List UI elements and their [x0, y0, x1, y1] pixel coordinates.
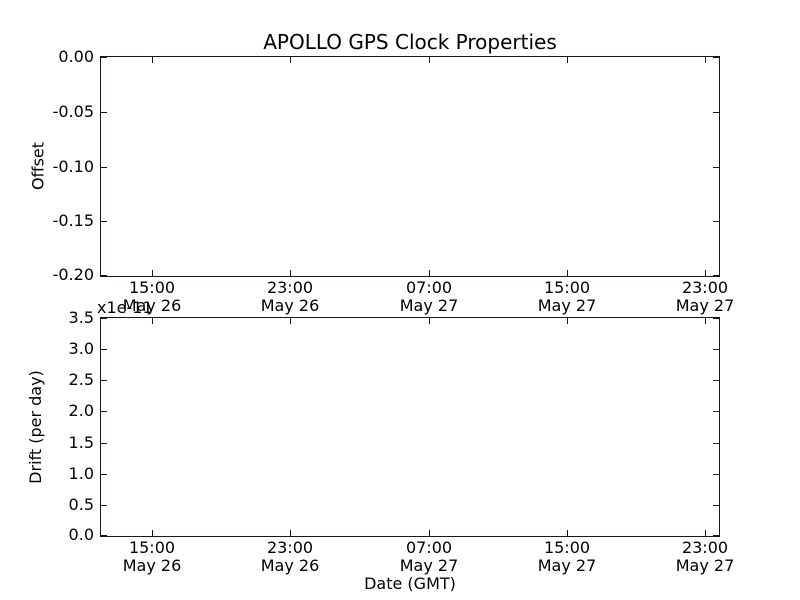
y-tick-mark — [101, 380, 107, 381]
y-tick-mark — [101, 167, 107, 168]
y-tick-mark — [713, 505, 719, 506]
x-axis-label-date-gmt: Date (GMT) — [364, 574, 456, 593]
y-tick-label: 2.0 — [68, 401, 94, 420]
y-tick-mark — [713, 167, 719, 168]
y-tick-label: 0.5 — [68, 495, 94, 514]
y-tick-mark — [713, 474, 719, 475]
y-axis-multiplier-text: x1e-11 — [97, 298, 153, 317]
x-tick-mark — [152, 530, 153, 536]
x-tick-mark — [429, 57, 430, 63]
x-tick-mark — [567, 530, 568, 536]
x-tick-mark — [567, 57, 568, 63]
x-tick-mark — [290, 57, 291, 63]
y-tick-label: 0.0 — [68, 525, 94, 544]
x-tick-mark — [429, 530, 430, 536]
x-tick-mark — [705, 530, 706, 536]
y-tick-mark — [713, 411, 719, 412]
x-tick-mark — [290, 270, 291, 276]
x-tick-mark — [705, 270, 706, 276]
x-tick-mark — [152, 57, 153, 63]
x-tick-mark — [152, 318, 153, 324]
x-tick-mark — [567, 270, 568, 276]
y-tick-mark — [713, 112, 719, 113]
y-tick-label: 0.00 — [58, 47, 94, 66]
x-tick-mark — [429, 318, 430, 324]
y-tick-mark — [713, 535, 719, 536]
y-tick-label: 3.5 — [68, 308, 94, 327]
y-tick-mark — [713, 349, 719, 350]
x-tick-mark — [290, 318, 291, 324]
y-tick-label: -0.05 — [52, 102, 94, 121]
y-tick-mark — [713, 380, 719, 381]
y-tick-label: 2.5 — [68, 370, 94, 389]
y-tick-mark — [101, 349, 107, 350]
x-tick-label: 15:00 May 26 — [122, 278, 182, 315]
x-tick-mark — [429, 270, 430, 276]
y-tick-label: -0.15 — [52, 211, 94, 230]
y-tick-mark — [713, 443, 719, 444]
x-tick-label: 15:00 May 27 — [537, 278, 597, 315]
y-tick-mark — [713, 318, 719, 319]
x-tick-mark — [290, 530, 291, 536]
y-tick-mark — [101, 275, 107, 276]
y-tick-mark — [101, 57, 107, 58]
y-tick-mark — [101, 474, 107, 475]
x-tick-mark — [152, 270, 153, 276]
y-tick-mark — [101, 443, 107, 444]
x-tick-label: 23:00 May 26 — [260, 278, 320, 315]
x-tick-label: 23:00 May 26 — [260, 538, 320, 575]
x-tick-mark — [705, 57, 706, 63]
y-tick-mark — [101, 112, 107, 113]
y-tick-mark — [101, 318, 107, 319]
x-tick-mark — [705, 318, 706, 324]
y-tick-mark — [713, 221, 719, 222]
x-tick-label: 07:00 May 27 — [399, 278, 459, 315]
x-tick-mark — [567, 318, 568, 324]
y-tick-label: 1.0 — [68, 464, 94, 483]
y-tick-label: 1.5 — [68, 433, 94, 452]
y-tick-mark — [713, 57, 719, 58]
offset-plot-area — [100, 56, 720, 277]
y-tick-label: -0.20 — [52, 265, 94, 284]
x-tick-label: 23:00 May 27 — [675, 538, 735, 575]
y-tick-mark — [101, 221, 107, 222]
y-tick-label: -0.10 — [52, 157, 94, 176]
y-tick-mark — [101, 505, 107, 506]
y-tick-mark — [101, 411, 107, 412]
x-tick-label: 07:00 May 27 — [399, 538, 459, 575]
x-tick-label: 15:00 May 27 — [537, 538, 597, 575]
y-tick-mark — [101, 535, 107, 536]
drift-plot-area — [100, 317, 720, 537]
chart-title: APOLLO GPS Clock Properties — [263, 30, 557, 54]
y-tick-mark — [713, 275, 719, 276]
x-tick-label: 15:00 May 26 — [122, 538, 182, 575]
y-tick-label: 3.0 — [68, 339, 94, 358]
x-tick-label: 23:00 May 27 — [675, 278, 735, 315]
